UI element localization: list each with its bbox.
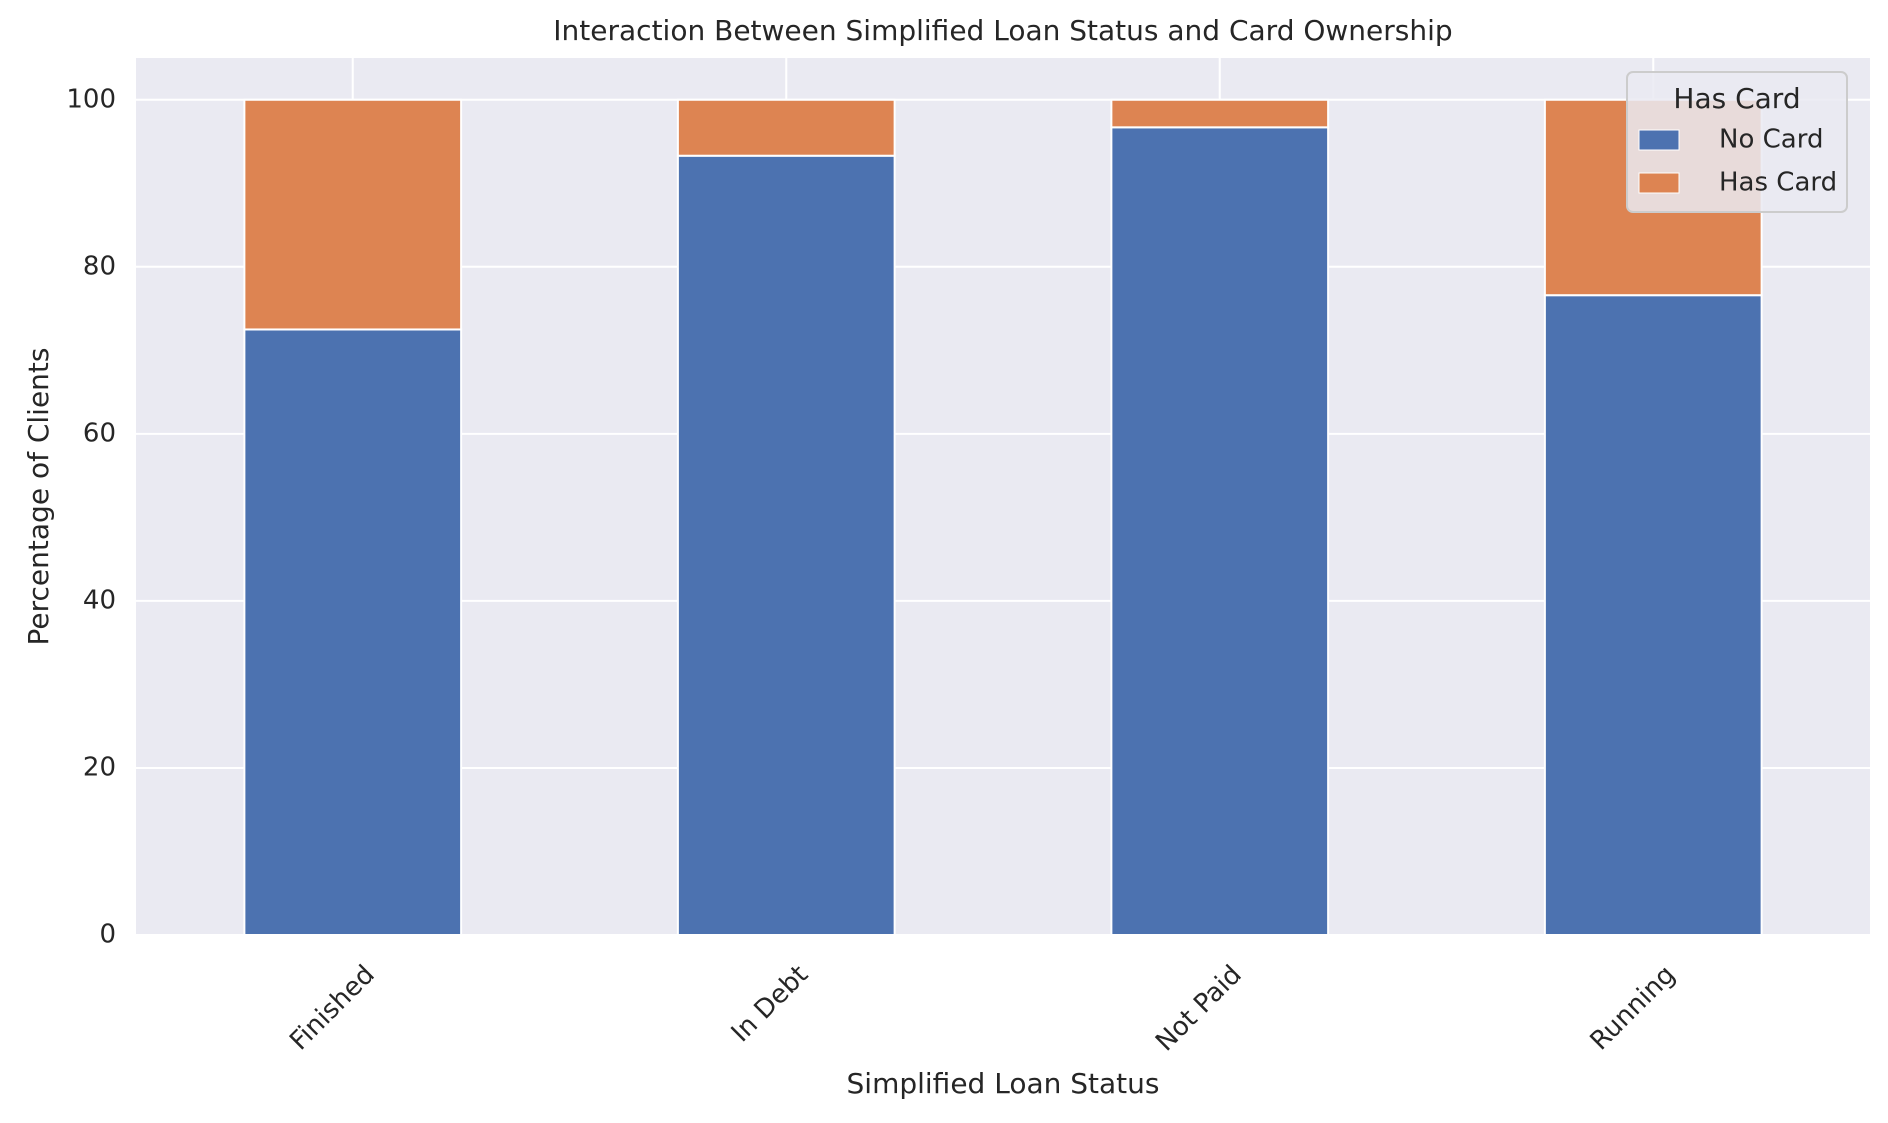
x-tick-label: Running: [1585, 960, 1682, 1057]
x-tick-label: Finished: [284, 960, 381, 1057]
y-tick-label: 20: [83, 752, 116, 782]
x-tick-label: In Debt: [726, 960, 814, 1048]
bar-has-card-in-debt: [676, 98, 896, 157]
legend: Has Card No Card Has Card: [1626, 71, 1848, 213]
bar-no-card-not-paid: [1110, 126, 1330, 936]
legend-title: Has Card: [1673, 82, 1800, 115]
legend-box: [1626, 71, 1848, 213]
bar-has-card-not-paid: [1110, 98, 1330, 129]
chart-title: Interaction Between Simplified Loan Stat…: [553, 14, 1452, 47]
x-axis-label: Simplified Loan Status: [847, 1067, 1160, 1100]
legend-swatch: [1638, 129, 1680, 151]
bar-has-card-finished: [243, 98, 463, 331]
x-tick-label: Not Paid: [1150, 960, 1248, 1058]
y-axis-label: Percentage of Clients: [22, 348, 55, 646]
bar-no-card-finished: [243, 328, 463, 936]
y-tick-label: 60: [83, 418, 116, 448]
y-tick-label: 40: [83, 585, 116, 615]
bar-no-card-running: [1543, 294, 1763, 936]
bar-no-card-in-debt: [676, 154, 896, 937]
legend-label: No Card: [1719, 125, 1823, 155]
x-axis-ticks: Finished In Debt Not Paid Running: [284, 960, 1681, 1058]
legend-label: Has Card: [1719, 168, 1837, 198]
y-axis-ticks: 0 20 40 60 80 100: [66, 84, 116, 949]
y-tick-label: 100: [66, 84, 116, 114]
y-tick-label: 0: [99, 920, 116, 950]
y-tick-label: 80: [83, 251, 116, 281]
legend-swatch: [1638, 172, 1680, 194]
